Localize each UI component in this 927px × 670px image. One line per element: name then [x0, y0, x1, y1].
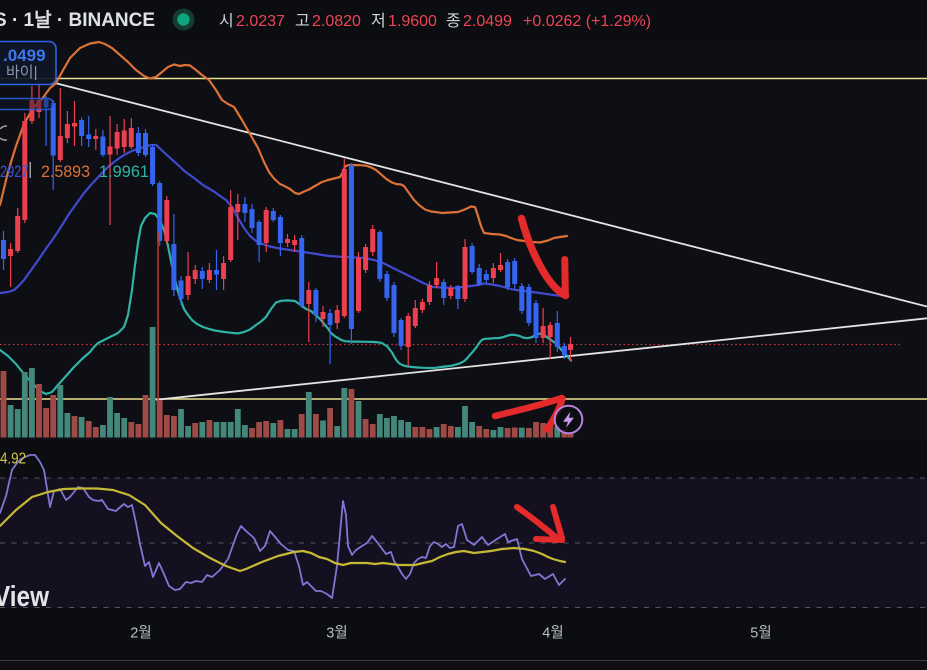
- svg-text:시: 시: [219, 13, 234, 30]
- svg-text:1.9600: 1.9600: [388, 13, 437, 30]
- svg-text:4.92: 4.92: [0, 451, 26, 468]
- svg-text:종: 종: [446, 13, 461, 30]
- svg-text:1.9961: 1.9961: [99, 162, 149, 181]
- svg-text:S · 1날 · BINANCE: S · 1날 · BINANCE: [0, 9, 155, 31]
- svg-text:5월: 5월: [750, 625, 771, 642]
- svg-text:저: 저: [371, 12, 386, 30]
- svg-text:바이|: 바이|: [6, 64, 38, 81]
- svg-text:2.5893: 2.5893: [41, 162, 90, 181]
- svg-text:2.0499: 2.0499: [463, 13, 512, 30]
- svg-text:2월: 2월: [130, 625, 151, 642]
- svg-text:고: 고: [295, 13, 310, 30]
- svg-text:.0499: .0499: [3, 46, 46, 65]
- svg-text:4월: 4월: [542, 625, 563, 642]
- svg-text:2.0820: 2.0820: [312, 13, 361, 30]
- svg-text:3월: 3월: [326, 625, 347, 642]
- svg-text:2.0237: 2.0237: [236, 13, 285, 30]
- svg-text:View: View: [0, 581, 49, 613]
- svg-text:+0.0262 (+1.29%): +0.0262 (+1.29%): [523, 13, 651, 30]
- svg-text:2927: 2927: [0, 162, 28, 181]
